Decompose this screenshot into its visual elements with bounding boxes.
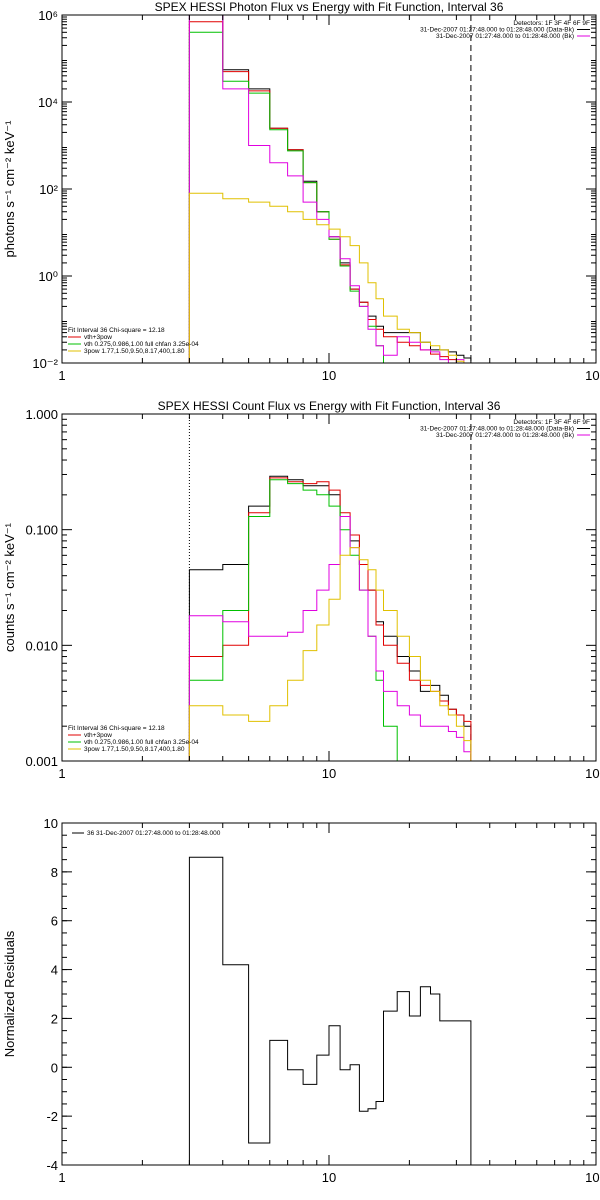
series-3-line: [188, 31, 472, 363]
fit-line-4: 3pow 1.77,1.50,9.50,8.17,400,1.80: [84, 348, 185, 355]
series-group: [188, 15, 472, 363]
header-line-3: 31-Dec-2007 01:27:48.000 to 01:28:48.000…: [436, 432, 574, 439]
x-tick-label: 10: [322, 368, 336, 383]
y-tick-label: 10⁶: [38, 8, 58, 23]
y-tick-label: 10²: [39, 182, 58, 197]
header-line-2: 31-Dec-2007 01:27:48.000 to 01:28:48.000…: [420, 27, 574, 34]
x-tick-label: 1: [58, 1170, 65, 1185]
y-tick-label: 0.001: [25, 754, 58, 769]
series-group: [188, 475, 472, 761]
series-5-line: [188, 192, 471, 363]
y-tick-label: 0: [51, 1060, 58, 1075]
y-tick-label: 10: [44, 816, 58, 831]
fit-line-3: vth 0.275,0.986,1.00 full chfan 3.25e-04: [84, 341, 199, 348]
y-tick-label: 10⁰: [38, 269, 58, 284]
x-tick-label: 10: [322, 766, 336, 781]
y-tick-label: 8: [51, 865, 58, 880]
series-5-line: [188, 547, 472, 761]
legend-label: 36 31-Dec-2007 01:27:48.000 to 01:28:48.…: [87, 830, 221, 837]
fit-line-1: Fit Interval 36 Chi-square = 12.18: [68, 327, 165, 334]
y-tick-label: 2: [51, 1011, 58, 1026]
y-axis-label: photons s⁻¹ cm⁻² keV⁻¹: [2, 120, 17, 258]
series-4-line: [188, 516, 472, 761]
header-line-3: 31-Dec-2007 01:27:48.000 to 01:28:48.000…: [436, 33, 574, 40]
y-tick-label: 4: [51, 963, 58, 978]
y-tick-label: 0.100: [25, 523, 58, 538]
header-line-1: Detectors: 1F 3F 4F 6F 9F: [513, 20, 590, 27]
series-1-line: [188, 856, 472, 1165]
x-tick-label: 100: [585, 1170, 600, 1185]
x-tick-label: 10: [322, 1170, 336, 1185]
chart-panel-1: SPEX HESSI Photon Flux vs Energy with Fi…: [2, 0, 600, 383]
fit-line-2: vth+3pow: [84, 334, 112, 341]
y-tick-label: 0.010: [25, 638, 58, 653]
fit-line-4: 3pow 1.77,1.50,9.50,8.17,400,1.80: [84, 746, 185, 753]
y-tick-label: -2: [46, 1109, 58, 1124]
fit-line-2: vth+3pow: [84, 732, 112, 739]
x-tick-label: 1: [58, 766, 65, 781]
header-line-2: 31-Dec-2007 01:27:48.000 to 01:28:48.000…: [420, 426, 574, 433]
chart-title: SPEX HESSI Photon Flux vs Energy with Fi…: [155, 0, 504, 14]
chart-title: SPEX HESSI Count Flux vs Energy with Fit…: [158, 399, 501, 413]
x-tick-label: 100: [585, 368, 600, 383]
y-axis-label: counts s⁻¹ cm⁻² keV⁻¹: [2, 522, 17, 652]
series-group: [188, 856, 472, 1165]
chart-panel-3: Normalized Residuals 1 10 100 -4 -2 0 2 4 6 8 10 36 …: [2, 816, 600, 1185]
x-tick-label: 100: [585, 766, 600, 781]
y-tick-label: 10⁴: [38, 95, 58, 110]
y-axis-label: Normalized Residuals: [2, 930, 17, 1057]
header-line-1: Detectors: 1F 3F 4F 6F 9F: [513, 419, 590, 426]
series-4-line: [188, 15, 472, 363]
y-tick-label: 6: [51, 914, 58, 929]
y-tick-label: -4: [46, 1158, 58, 1173]
x-tick-label: 1: [58, 368, 65, 383]
chart-panel-2: SPEX HESSI Count Flux vs Energy with Fit…: [2, 399, 600, 781]
y-tick-label: 1.000: [25, 407, 58, 422]
fit-line-1: Fit Interval 36 Chi-square = 12.18: [68, 725, 165, 732]
fit-line-3: vth 0.275,0.986,1.00 full chfan 3.25e-04: [84, 739, 199, 746]
series-2-line: [188, 477, 472, 761]
y-tick-label: 10⁻²: [32, 356, 58, 371]
